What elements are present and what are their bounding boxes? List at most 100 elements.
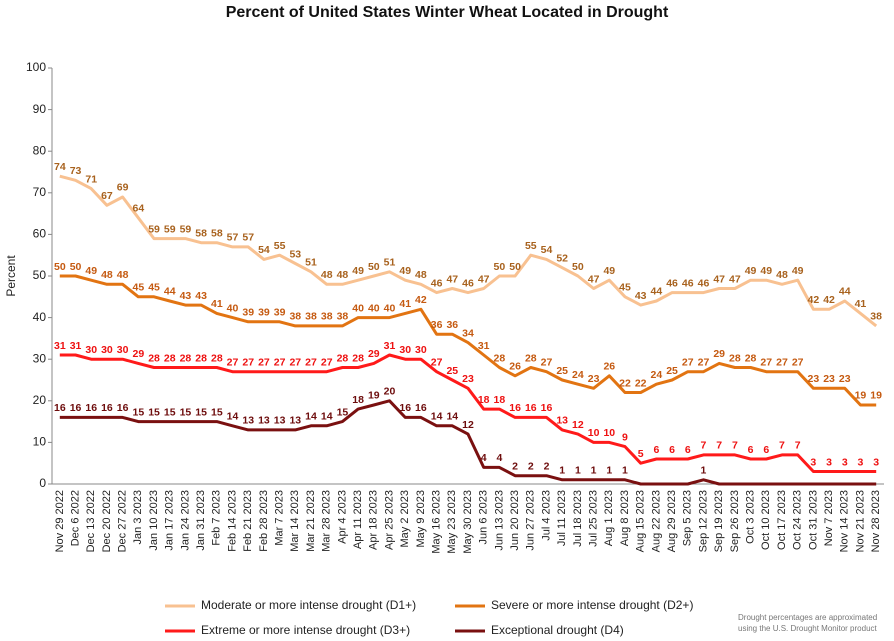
- data-label: 36: [446, 319, 458, 331]
- data-label: 44: [839, 286, 851, 298]
- data-label: 3: [873, 456, 879, 468]
- x-tick-label: Oct 31 2023: [807, 490, 819, 550]
- data-label: 16: [101, 402, 113, 414]
- data-label: 74: [54, 161, 66, 173]
- x-tick-label: Aug 22 2023: [650, 490, 662, 552]
- data-label: 31: [54, 340, 66, 352]
- data-label: 45: [132, 282, 144, 294]
- data-label: 51: [305, 257, 317, 269]
- data-label: 46: [462, 277, 474, 289]
- x-tick-label: Jan 17 2023: [164, 490, 176, 551]
- data-label: 64: [132, 203, 144, 215]
- data-label: 3: [826, 456, 832, 468]
- data-label: 24: [651, 369, 663, 381]
- data-label: 46: [431, 277, 443, 289]
- data-label: 3: [858, 456, 864, 468]
- data-label: 38: [305, 311, 317, 323]
- data-label: 12: [572, 419, 584, 431]
- note: using the U.S. Drought Monitor product: [738, 624, 878, 633]
- data-label: 26: [509, 361, 521, 373]
- data-label: 13: [242, 415, 254, 427]
- legend-label: Extreme or more intense drought (D3+): [201, 623, 410, 637]
- data-label: 3: [842, 456, 848, 468]
- data-label: 2: [544, 460, 550, 472]
- data-label: 49: [745, 265, 757, 277]
- x-tick-label: Jul 18 2023: [572, 490, 584, 547]
- data-label: 23: [839, 373, 851, 385]
- data-label: 42: [808, 294, 820, 306]
- data-label: 30: [415, 344, 427, 356]
- data-label: 24: [572, 369, 584, 381]
- y-tick-label: 60: [33, 227, 47, 241]
- data-label: 25: [446, 365, 458, 377]
- y-tick-label: 50: [33, 268, 47, 282]
- data-label: 46: [698, 277, 710, 289]
- data-label: 39: [242, 307, 254, 319]
- data-label: 38: [321, 311, 333, 323]
- x-tick-label: Mar 7 2023: [274, 490, 286, 546]
- data-label: 48: [117, 269, 129, 281]
- data-label: 4: [496, 452, 502, 464]
- data-label: 34: [462, 327, 474, 339]
- data-label: 23: [823, 373, 835, 385]
- data-label: 13: [258, 415, 270, 427]
- x-tick-label: Nov 7 2023: [823, 490, 835, 546]
- data-label: 31: [478, 340, 490, 352]
- x-tick-label: Jun 27 2023: [525, 490, 537, 551]
- data-label: 50: [572, 261, 584, 273]
- data-label: 28: [164, 352, 176, 364]
- x-tick-label: Jan 10 2023: [148, 490, 160, 551]
- data-label: 43: [635, 290, 647, 302]
- data-label: 16: [117, 402, 129, 414]
- data-label: 47: [713, 273, 725, 285]
- data-label: 53: [289, 248, 301, 260]
- data-label: 7: [701, 440, 707, 452]
- data-label: 27: [305, 356, 317, 368]
- data-label: 16: [70, 402, 82, 414]
- x-tick-label: Dec 27 2022: [117, 490, 129, 552]
- data-label: 20: [384, 386, 396, 398]
- data-label: 16: [415, 402, 427, 414]
- data-label: 23: [462, 373, 474, 385]
- data-label: 10: [603, 427, 615, 439]
- data-label: 1: [622, 465, 628, 477]
- data-label: 16: [525, 402, 537, 414]
- y-tick-label: 30: [33, 351, 47, 365]
- data-label: 15: [164, 406, 176, 418]
- legend-label: Exceptional drought (D4): [491, 623, 624, 637]
- data-label: 43: [195, 290, 207, 302]
- data-label: 13: [274, 415, 286, 427]
- data-label: 71: [85, 173, 97, 185]
- x-tick-label: Jun 6 2023: [478, 490, 490, 544]
- data-label: 18: [352, 394, 364, 406]
- x-tick-label: Sep 5 2023: [682, 490, 694, 546]
- legend-label: Moderate or more intense drought (D1+): [201, 598, 416, 612]
- data-label: 48: [101, 269, 113, 281]
- data-label: 10: [588, 427, 600, 439]
- data-label: 42: [823, 294, 835, 306]
- data-label: 44: [164, 286, 176, 298]
- data-label: 1: [559, 465, 565, 477]
- data-label: 28: [337, 352, 349, 364]
- data-label: 38: [289, 311, 301, 323]
- x-tick-label: May 9 2023: [415, 490, 427, 547]
- x-tick-label: Nov 28 2023: [870, 490, 882, 552]
- x-tick-label: Apr 4 2023: [336, 490, 348, 544]
- data-label: 28: [729, 352, 741, 364]
- data-label: 13: [289, 415, 301, 427]
- y-tick-label: 70: [33, 185, 47, 199]
- data-label: 41: [399, 298, 411, 310]
- data-label: 7: [716, 440, 722, 452]
- x-tick-label: Feb 14 2023: [226, 490, 238, 552]
- data-label: 1: [606, 465, 612, 477]
- x-tick-label: Feb 7 2023: [211, 490, 223, 546]
- y-tick-label: 100: [26, 60, 46, 74]
- data-label: 50: [368, 261, 380, 273]
- data-label: 59: [164, 223, 176, 235]
- x-tick-label: May 2 2023: [399, 490, 411, 547]
- y-tick-label: 10: [33, 435, 47, 449]
- x-tick-label: Aug 29 2023: [666, 490, 678, 552]
- data-label: 47: [446, 273, 458, 285]
- data-label: 73: [70, 165, 82, 177]
- data-label: 38: [337, 311, 349, 323]
